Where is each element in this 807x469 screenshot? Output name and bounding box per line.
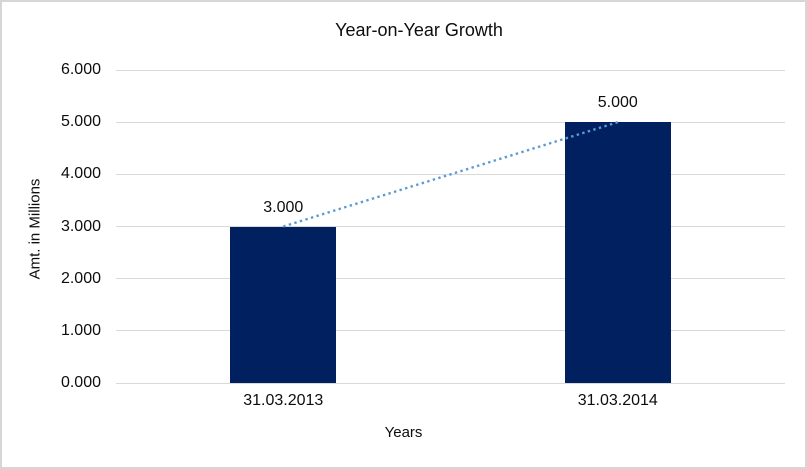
bar-value-label: 5.000 bbox=[597, 94, 638, 112]
bar-value-label: 3.000 bbox=[263, 198, 304, 216]
y-tick-label: 3.000 bbox=[60, 217, 101, 235]
y-tick-label: 2.000 bbox=[60, 269, 101, 287]
x-tick-label: 31.03.2014 bbox=[577, 392, 658, 409]
gridline bbox=[116, 121, 785, 123]
y-tick-label: 4.000 bbox=[60, 165, 101, 183]
chart-title: Year-on-Year Growth bbox=[335, 20, 503, 40]
bar bbox=[564, 122, 671, 383]
gridline bbox=[116, 226, 785, 227]
gridline bbox=[116, 278, 785, 280]
x-tick-label: 31.03.2013 bbox=[243, 392, 324, 409]
gridline bbox=[116, 382, 785, 384]
bar bbox=[230, 226, 337, 383]
y-tick-label: 6.000 bbox=[60, 61, 101, 78]
gridline bbox=[116, 173, 785, 175]
y-tick-label: 1.000 bbox=[60, 321, 101, 339]
y-tick-label: 5.000 bbox=[60, 113, 101, 131]
y-tick-label: 0.000 bbox=[60, 374, 101, 391]
y-axis-title: Amt. in Millions bbox=[26, 178, 44, 280]
gridline bbox=[116, 330, 785, 332]
x-axis-title: Years bbox=[384, 424, 423, 441]
gridline bbox=[116, 69, 785, 71]
